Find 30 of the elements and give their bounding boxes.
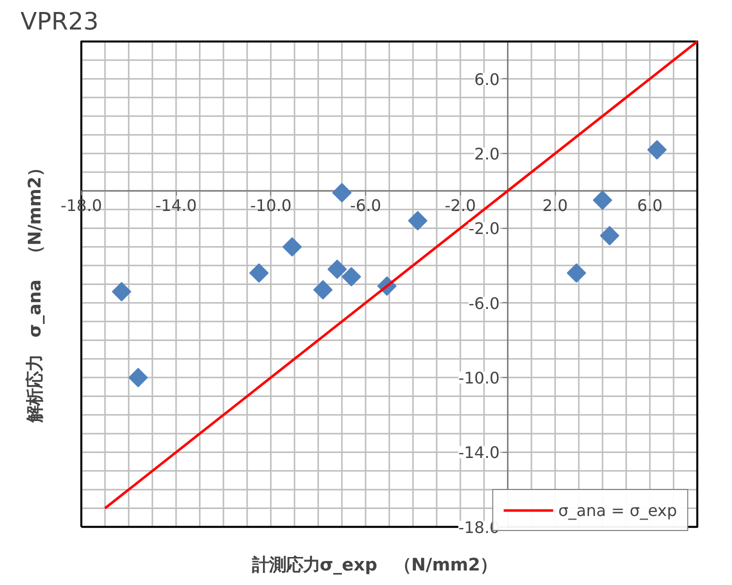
- y-tick-label: -18.0: [458, 518, 500, 537]
- point: [249, 263, 269, 283]
- point: [313, 280, 333, 300]
- y-tick-label: 2.0: [474, 144, 500, 164]
- y-axis-title: 解析応力 σ_ana （N/mm2）: [26, 160, 46, 424]
- point: [592, 190, 612, 210]
- y-tick-label: -10.0: [458, 368, 500, 388]
- y-tick-label: 6.0: [474, 70, 500, 89]
- point: [566, 263, 586, 283]
- legend-label: σ_ana = σ_exp: [558, 500, 677, 520]
- x-tick-label: -2.0: [444, 196, 476, 215]
- x-tick-label: -14.0: [155, 196, 197, 215]
- point: [128, 368, 148, 388]
- x-tick-label: -6.0: [350, 196, 382, 215]
- x-tick-label: 6.0: [637, 196, 663, 215]
- y-tick-label: -6.0: [468, 294, 500, 313]
- y-tick-label: -14.0: [458, 443, 500, 462]
- point: [327, 260, 347, 279]
- point: [600, 226, 620, 246]
- point: [332, 183, 352, 202]
- y-tick-label: -2.0: [468, 219, 500, 238]
- point: [342, 267, 362, 286]
- chart-title: VPR23: [20, 8, 99, 36]
- point: [112, 282, 132, 302]
- x-axis-title: 計測応力σ_exp （N/mm2）: [250, 556, 498, 576]
- point: [408, 211, 428, 230]
- x-tick-label: -10.0: [250, 196, 292, 215]
- point: [647, 140, 667, 160]
- point: [282, 237, 302, 257]
- x-tick-label: 2.0: [542, 196, 568, 215]
